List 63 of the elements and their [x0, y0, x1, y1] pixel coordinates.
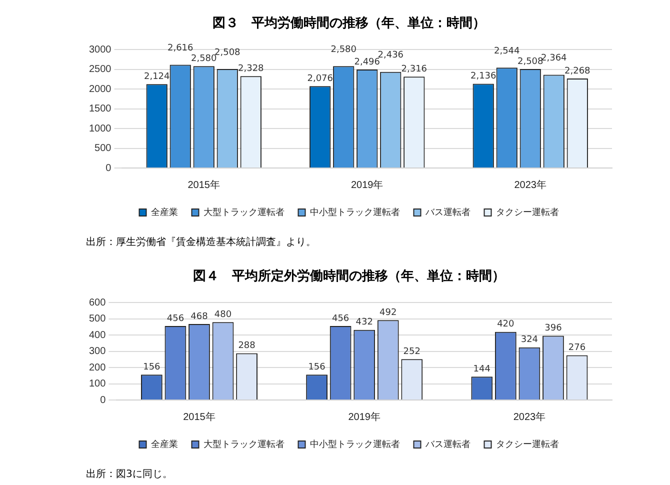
- legend-label: 全産業: [150, 438, 178, 449]
- data-label: 2,076: [307, 74, 334, 84]
- y-tick-label: 600: [88, 297, 106, 308]
- x-tick-label: 2019年: [348, 410, 380, 423]
- data-label: 2,316: [401, 64, 428, 74]
- data-label: 456: [166, 314, 184, 324]
- y-tick-label: 400: [88, 330, 106, 341]
- data-label: 2,580: [330, 45, 357, 56]
- data-label: 2,496: [354, 57, 380, 68]
- data-label: 492: [380, 308, 397, 318]
- y-tick-label: 100: [88, 378, 106, 390]
- y-tick-label: 2000: [88, 84, 112, 95]
- x-tick-label: 2019年: [351, 178, 384, 191]
- data-label: 2,508: [517, 56, 544, 67]
- x-tick-label: 2023年: [514, 178, 546, 191]
- data-label: 432: [356, 318, 373, 328]
- data-label: 468: [190, 312, 208, 322]
- text: 出所：図3に同じ。: [86, 468, 172, 480]
- data-label: 2,268: [564, 66, 591, 76]
- y-tick-label: 2500: [88, 64, 112, 76]
- legend-label: バス運転者: [424, 206, 470, 217]
- text: 出所：厚生労働省『賃金構造基本統計調査』より。: [86, 236, 316, 248]
- chart-title: 図３ 平均労働時間の推移（年、単位：時間）: [212, 15, 486, 32]
- data-label: 2,364: [541, 54, 568, 64]
- legend-label: 中小型トラック運転者: [310, 206, 400, 217]
- x-tick-label: 2015年: [188, 178, 220, 191]
- data-label: 480: [214, 310, 232, 320]
- data-label: 2,328: [238, 64, 264, 74]
- legend-label: 中小型トラック運転者: [310, 438, 400, 449]
- x-tick-label: 2023年: [513, 410, 546, 423]
- y-tick-label: 500: [94, 143, 112, 154]
- data-label: 2,136: [470, 72, 497, 82]
- data-label: 324: [520, 335, 538, 346]
- data-label: 156: [308, 362, 326, 373]
- y-tick-label: 300: [88, 346, 106, 358]
- data-label: 2,544: [494, 46, 520, 56]
- y-tick-label: 3000: [88, 44, 112, 56]
- y-tick-label: 500: [88, 314, 106, 325]
- data-label: 396: [544, 324, 562, 334]
- data-label: 2,124: [144, 72, 170, 82]
- data-label: 2,616: [167, 44, 194, 54]
- data-label: 2,436: [378, 50, 404, 61]
- legend-label: タクシー運転者: [496, 438, 559, 449]
- legend-label: 大型トラック運転者: [203, 206, 284, 217]
- chart-title: 図４ 平均所定外労働時間の推移（年、単位：時間）: [193, 268, 505, 284]
- legend-label: タクシー運転者: [496, 206, 559, 217]
- y-tick-label: 0: [100, 394, 106, 406]
- legend-label: 全産業: [150, 206, 178, 217]
- y-tick-label: 200: [88, 362, 106, 374]
- y-tick-label: 1500: [88, 104, 112, 115]
- data-label: 288: [238, 341, 256, 352]
- legend-label: 大型トラック運転者: [203, 438, 284, 449]
- data-label: 252: [403, 346, 420, 357]
- data-label: 144: [473, 364, 491, 374]
- y-tick-label: 1000: [88, 123, 112, 134]
- data-label: 420: [497, 320, 515, 330]
- legend-label: バス運転者: [424, 438, 470, 449]
- data-label: 276: [568, 343, 586, 354]
- data-label: 2,580: [190, 54, 218, 64]
- x-tick-label: 2015年: [183, 410, 216, 423]
- data-label: 156: [143, 362, 161, 373]
- y-tick-label: 0: [106, 162, 112, 174]
- data-label: 456: [332, 314, 350, 324]
